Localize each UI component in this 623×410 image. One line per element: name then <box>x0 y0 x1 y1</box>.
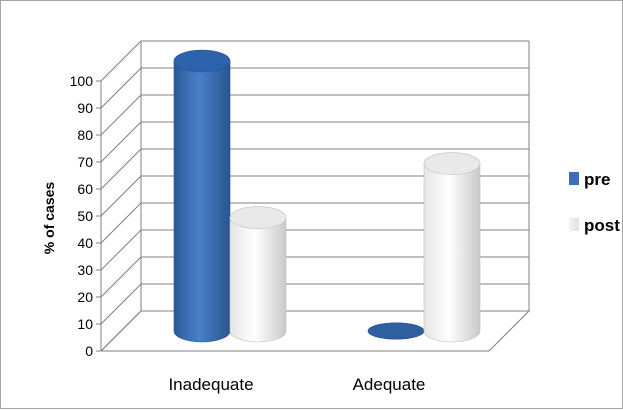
y-tick-label: 50 <box>77 208 93 224</box>
y-axis-ticks: 0 10 20 30 40 50 60 70 80 90 100 <box>70 73 101 359</box>
bar-pre-inadequate <box>173 60 231 343</box>
legend-label-post: post <box>584 216 620 235</box>
gridline <box>100 283 529 325</box>
y-tick-label: 90 <box>77 100 93 116</box>
gridline <box>100 256 529 298</box>
gridline <box>100 121 529 163</box>
x-category-label-inadequate: Inadequate <box>168 375 253 394</box>
gridline <box>100 67 529 109</box>
y-tick-label: 10 <box>77 316 93 332</box>
y-tick-label: 70 <box>77 154 93 170</box>
y-tick-label: 20 <box>77 289 93 305</box>
legend-label-pre: pre <box>584 170 610 189</box>
bar-top-pre-inadequate <box>173 49 231 73</box>
y-tick-label: 100 <box>70 73 94 89</box>
y-tick-label: 40 <box>77 235 93 251</box>
gridline <box>100 175 529 217</box>
y-tick-label: 30 <box>77 262 93 278</box>
y-tick-label: 60 <box>77 181 93 197</box>
y-axis-title: % of cases <box>41 182 57 255</box>
bar-top-post-adequate <box>423 152 481 175</box>
bars <box>173 49 481 343</box>
legend-swatch-post <box>569 218 579 231</box>
bar-top-post-inadequate <box>229 206 287 229</box>
legend-swatch-pre <box>569 172 579 185</box>
y-tick-label: 80 <box>77 127 93 143</box>
gridline <box>100 40 529 82</box>
gridline <box>100 229 529 271</box>
gridline <box>100 310 529 352</box>
y-tick-label: 0 <box>85 343 93 359</box>
category-labels: Inadequate Adequate <box>168 375 425 394</box>
bar-post-adequate <box>423 163 481 343</box>
legend: pre post <box>569 170 620 235</box>
bar-pre-adequate <box>367 322 425 340</box>
gridline <box>100 148 529 190</box>
gridline <box>100 94 529 136</box>
x-category-label-adequate: Adequate <box>353 375 426 394</box>
gridline <box>100 202 529 244</box>
gridlines <box>100 40 529 352</box>
bar-post-inadequate <box>229 217 287 343</box>
